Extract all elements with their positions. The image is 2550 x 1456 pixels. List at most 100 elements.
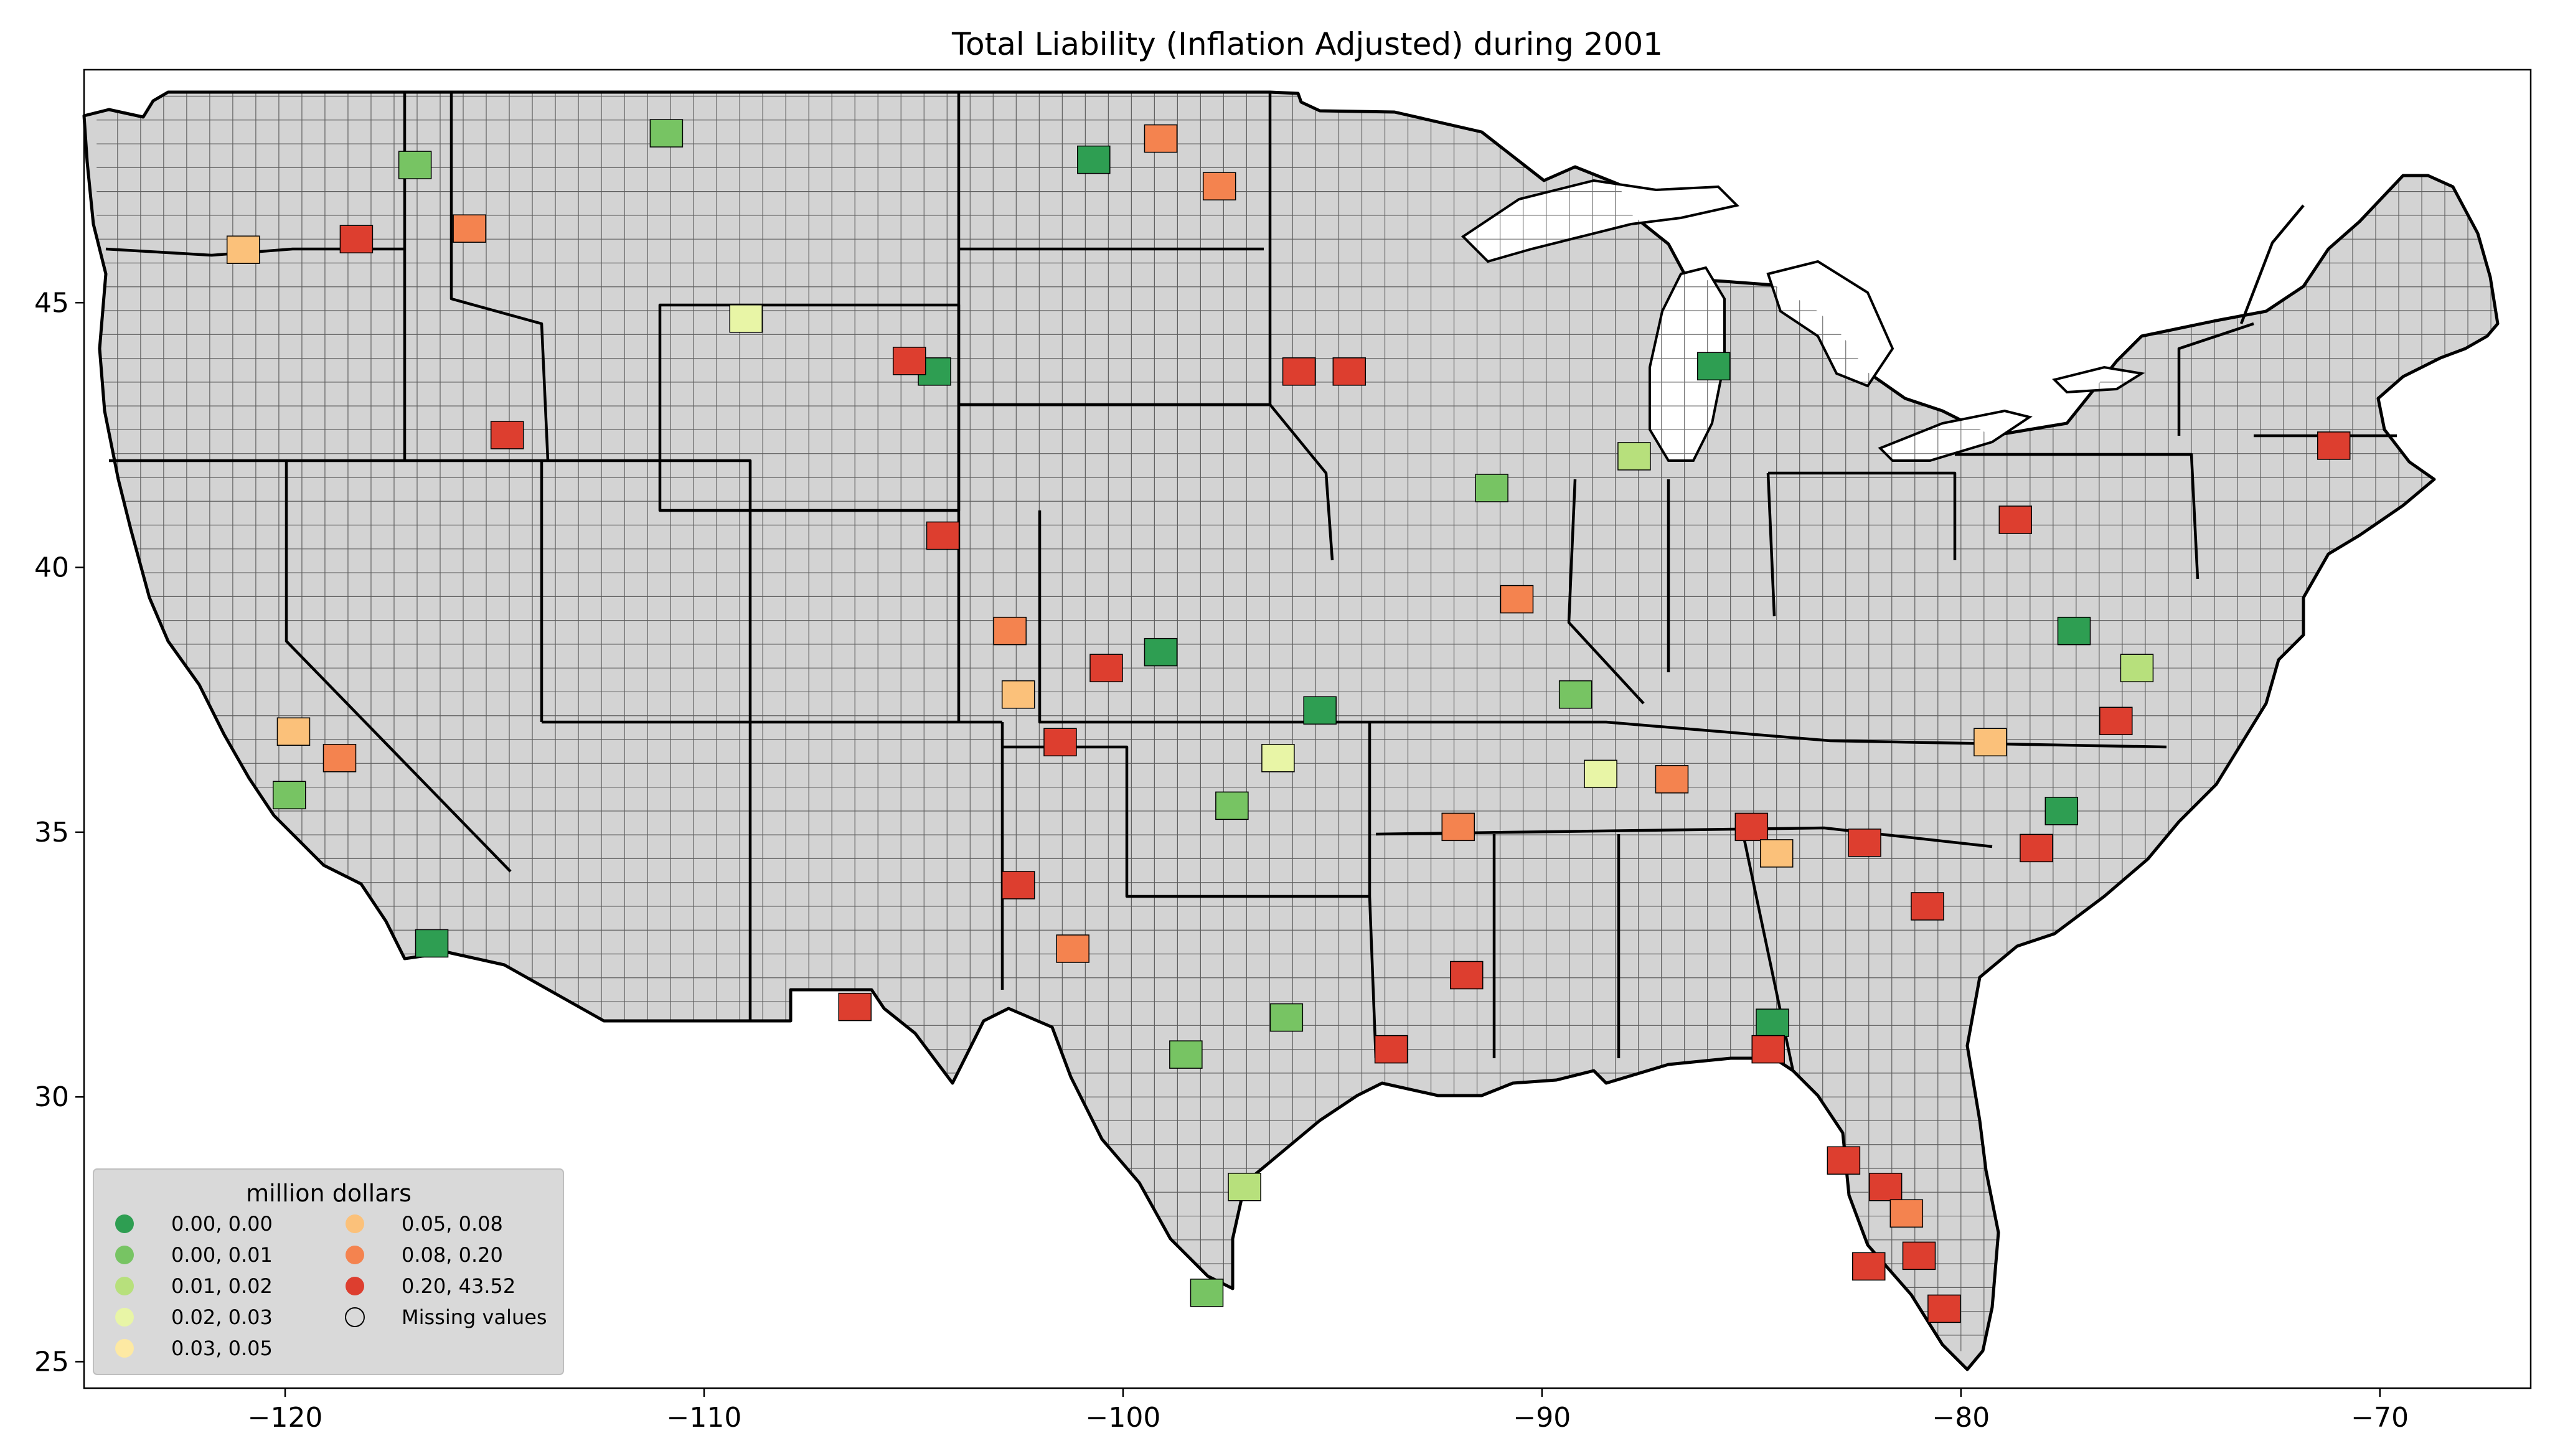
- legend-label: 0.03, 0.05: [171, 1336, 273, 1360]
- county-32: [1734, 812, 1769, 842]
- lake-superior: [1461, 179, 1739, 263]
- county-54: [1269, 1003, 1304, 1032]
- county-51: [1851, 1252, 1886, 1281]
- county-9: [649, 119, 684, 148]
- county-17: [1001, 871, 1035, 899]
- county-12: [892, 347, 926, 375]
- county-58: [1215, 791, 1249, 820]
- y-tick-label: 40: [34, 552, 69, 584]
- x-tick-label: −70: [2351, 1402, 2409, 1434]
- county-20: [1144, 637, 1178, 667]
- legend-marker: [115, 1214, 134, 1233]
- county-45: [1751, 1035, 1785, 1064]
- legend-label: 0.02, 0.03: [171, 1305, 273, 1329]
- county-14: [993, 616, 1027, 646]
- county-8: [729, 304, 763, 333]
- county-55: [1169, 1040, 1203, 1069]
- x-tick-label: −80: [1932, 1402, 1990, 1434]
- county-40: [2099, 707, 2133, 735]
- legend-marker: [115, 1246, 134, 1264]
- county-43: [2057, 616, 2091, 646]
- county-27: [1500, 585, 1534, 614]
- county-63: [1584, 759, 1617, 789]
- county-15: [1001, 680, 1035, 709]
- y-tick-label: 25: [34, 1346, 69, 1378]
- county-57: [1261, 744, 1295, 773]
- county-36: [2020, 834, 2053, 863]
- county-0: [415, 929, 449, 958]
- legend-marker: [115, 1277, 134, 1295]
- county-5: [339, 225, 374, 253]
- county-44: [1756, 1008, 1789, 1037]
- legend-marker: [346, 1214, 364, 1233]
- county-33: [1759, 839, 1794, 868]
- y-tick-label: 30: [34, 1081, 69, 1113]
- county-13: [926, 521, 960, 550]
- county-41: [2317, 431, 2351, 460]
- legend-marker: [115, 1308, 134, 1327]
- chart-title: Total Liability (Inflation Adjusted) dur…: [951, 26, 1663, 62]
- legend-label: 0.20, 43.52: [402, 1274, 515, 1298]
- y-tick-label: 45: [34, 287, 69, 319]
- x-tick-label: −120: [248, 1402, 323, 1434]
- county-38: [1848, 829, 1881, 857]
- county-21: [1282, 357, 1316, 386]
- county-2: [276, 717, 311, 746]
- x-tick-label: −110: [667, 1402, 742, 1434]
- legend-marker: [346, 1277, 364, 1295]
- county-35: [2044, 797, 2079, 825]
- county-52: [1190, 1279, 1224, 1307]
- y-axis: 25 30 35 40 45: [34, 287, 84, 1378]
- county-19: [1089, 654, 1123, 682]
- highlighted-counties: [226, 119, 2351, 1323]
- legend-label: 0.08, 0.20: [402, 1243, 503, 1267]
- county-49: [1927, 1294, 1961, 1323]
- county-56: [1303, 696, 1337, 725]
- county-29: [1617, 442, 1651, 471]
- legend-label: 0.00, 0.00: [171, 1212, 273, 1236]
- county-26: [1475, 474, 1508, 502]
- county-47: [1868, 1173, 1903, 1201]
- y-tick-label: 35: [34, 817, 69, 848]
- lake-huron: [1766, 260, 1894, 388]
- county-37: [1911, 892, 1944, 921]
- county-62: [1374, 1035, 1408, 1064]
- county-31: [1655, 765, 1689, 794]
- county-7: [490, 421, 524, 449]
- county-18: [1056, 934, 1089, 963]
- county-34: [1974, 728, 2007, 757]
- lake-erie: [1878, 409, 2033, 462]
- county-3: [272, 781, 306, 810]
- legend-label: 0.00, 0.01: [171, 1243, 273, 1267]
- legend: million dollars 0.00, 0.00 0.00, 0.01 0.01…: [93, 1168, 564, 1375]
- county-10: [398, 151, 432, 179]
- county-61: [1449, 960, 1484, 990]
- county-4: [453, 214, 486, 243]
- county-28: [1558, 680, 1593, 709]
- county-39: [2120, 654, 2154, 682]
- legend-box: [93, 1168, 564, 1375]
- x-tick-label: −100: [1085, 1402, 1160, 1434]
- county-53: [1228, 1173, 1261, 1201]
- county-25: [1077, 145, 1111, 174]
- county-30: [1697, 352, 1731, 381]
- county-59: [838, 992, 872, 1022]
- county-22: [1332, 357, 1367, 386]
- legend-label: 0.05, 0.08: [402, 1212, 503, 1236]
- legend-label: 0.01, 0.02: [171, 1274, 273, 1298]
- x-tick-label: −90: [1513, 1402, 1571, 1434]
- legend-title: million dollars: [246, 1180, 412, 1207]
- county-24: [1144, 124, 1178, 153]
- county-42: [1998, 505, 2033, 534]
- lake-ontario: [2052, 365, 2145, 394]
- lake-michigan: [1649, 266, 1726, 462]
- legend-marker: [345, 1307, 365, 1327]
- county-60: [1441, 812, 1475, 842]
- county-6: [226, 235, 260, 264]
- x-axis: −120 −110 −100 −90 −80 −70: [248, 1388, 2409, 1434]
- county-50: [1889, 1199, 1924, 1228]
- county-23: [1202, 172, 1236, 200]
- county-1: [322, 744, 357, 773]
- legend-marker: [346, 1246, 364, 1264]
